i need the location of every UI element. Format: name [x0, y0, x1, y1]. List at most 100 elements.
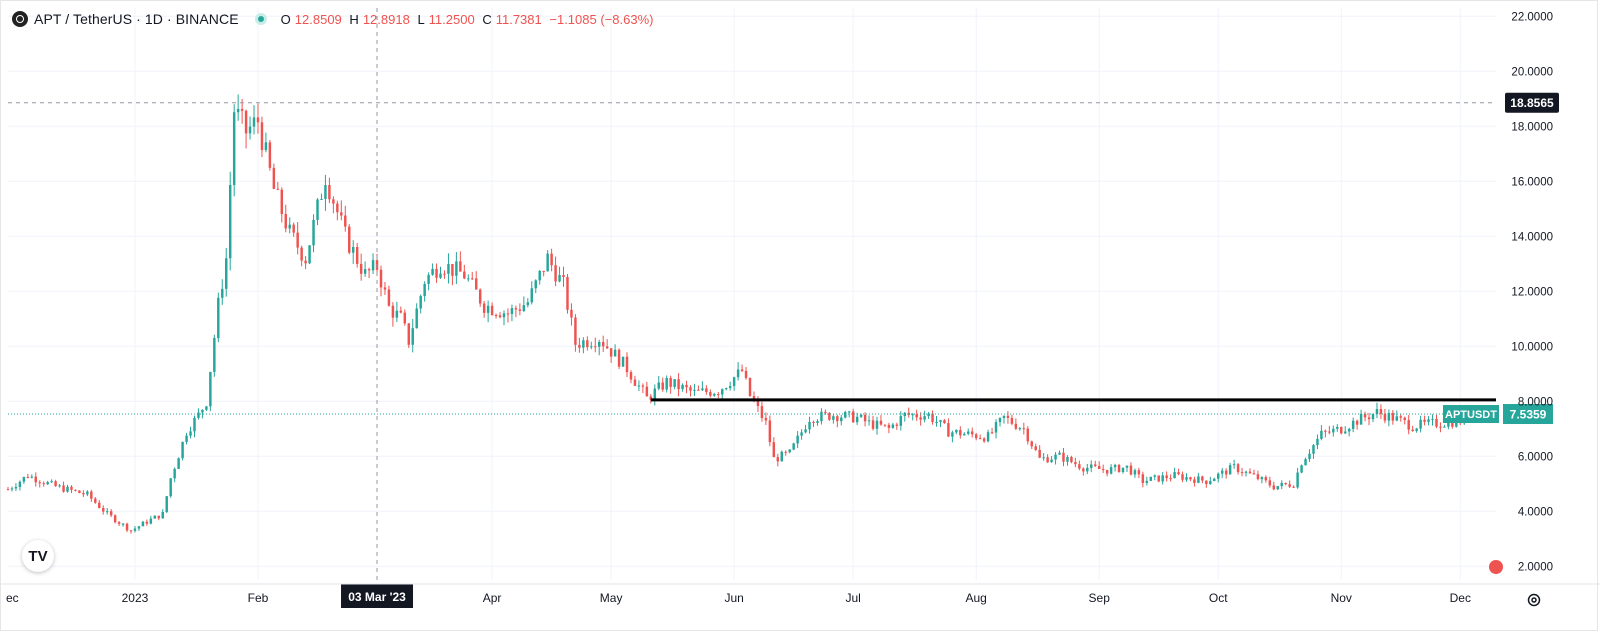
x-tick-label: May [600, 591, 623, 605]
candle-body [50, 481, 53, 483]
tradingview-logo-icon[interactable]: TV [22, 540, 54, 572]
candle-body [98, 502, 101, 508]
candle-body [86, 491, 89, 495]
candle-body [308, 245, 311, 264]
candle-body [566, 276, 569, 310]
candle-body [74, 489, 77, 491]
candle-body [546, 253, 549, 272]
gear-icon[interactable] [1526, 592, 1542, 608]
candle-body [601, 341, 605, 347]
candle-body [1181, 474, 1184, 480]
candle-body [641, 385, 645, 387]
candle-body [1117, 464, 1121, 473]
candle-body [1395, 416, 1399, 421]
candle-body [248, 126, 252, 134]
candle-body [149, 518, 153, 524]
symbol-title[interactable]: APT / TetherUS · 1D · BINANCE [34, 11, 239, 27]
candle-body [510, 308, 514, 314]
candle-body [197, 412, 200, 418]
candle-body [1169, 478, 1172, 480]
candle-body [1272, 485, 1276, 490]
candle-body [919, 417, 922, 420]
candle-body [1157, 475, 1160, 482]
candle-body [1308, 453, 1311, 460]
candle-body [760, 406, 764, 419]
x-tick-label: Nov [1331, 591, 1352, 605]
candle-body [1026, 428, 1030, 442]
x-tick-label: Jul [846, 591, 861, 605]
candle-body [34, 476, 38, 483]
candle-body [82, 493, 85, 495]
candle-body [157, 515, 161, 519]
candle-body [498, 315, 502, 318]
candle-body [351, 247, 355, 253]
candle-body [169, 478, 172, 497]
candle-body [1145, 480, 1149, 483]
candle-body [185, 435, 188, 442]
candle-body [1086, 467, 1089, 472]
candle-body [1439, 426, 1442, 428]
candle-body [736, 369, 740, 378]
candle-body [605, 346, 609, 349]
candle-body [990, 432, 994, 434]
candle-body [1427, 419, 1430, 422]
candle-body [471, 278, 474, 280]
close-label: C [482, 11, 492, 27]
candle-body [1240, 472, 1244, 474]
candle-body [451, 264, 454, 276]
candle-body [832, 416, 835, 420]
candle-body [1193, 479, 1196, 483]
candle-body [54, 481, 57, 487]
candle-body [30, 476, 34, 478]
candle-body [264, 142, 268, 151]
candle-body [693, 389, 696, 391]
candle-body [1153, 475, 1156, 477]
candle-body [1244, 471, 1248, 473]
y-tick-label: 8.0000 [1518, 396, 1553, 408]
candle-body [383, 287, 387, 290]
candle-body [796, 435, 799, 444]
ohlc-values: O 12.8509 H 12.8918 L 11.2500 C 11.7381 −1.1… [281, 12, 658, 27]
candle-body [1340, 427, 1343, 434]
candle-body [474, 278, 478, 290]
candle-body [1050, 459, 1053, 463]
alert-icon[interactable] [1489, 560, 1503, 574]
candle-body [586, 340, 589, 348]
candle-body [891, 424, 895, 428]
candle-body [494, 314, 498, 316]
candle-body [1082, 468, 1085, 472]
candle-body [800, 432, 803, 436]
y-tick-label: 10.0000 [1511, 341, 1553, 353]
candle-body [1149, 476, 1153, 481]
candle-body [145, 521, 149, 524]
candle-body [1137, 470, 1141, 475]
candle-body [792, 443, 795, 450]
symbol-tag [1443, 405, 1499, 424]
candle-body [1367, 417, 1371, 420]
change-value: −1.1085 (−8.63%) [549, 11, 654, 27]
candle-body [713, 394, 716, 396]
candle-body [613, 349, 617, 357]
candle-body [1312, 445, 1315, 454]
candle-body [26, 476, 30, 478]
candle-body [598, 341, 601, 347]
candle-body [371, 260, 375, 271]
candle-body [1260, 477, 1264, 480]
candle-body [899, 416, 903, 426]
candle-body [348, 226, 351, 253]
high-value: 12.8918 [362, 11, 410, 27]
candle-body [1054, 454, 1057, 460]
candle-body [1042, 457, 1045, 459]
candle-body [895, 424, 899, 426]
candle-body [443, 273, 446, 275]
candle-body [590, 346, 593, 348]
x-tick-label: Apr [483, 591, 502, 605]
candle-body [399, 310, 403, 313]
candle-body [685, 384, 688, 388]
candle-body [1451, 420, 1454, 427]
x-tick-label: Oct [1209, 591, 1228, 605]
candle-body [1419, 419, 1422, 429]
candle-body [272, 167, 276, 189]
